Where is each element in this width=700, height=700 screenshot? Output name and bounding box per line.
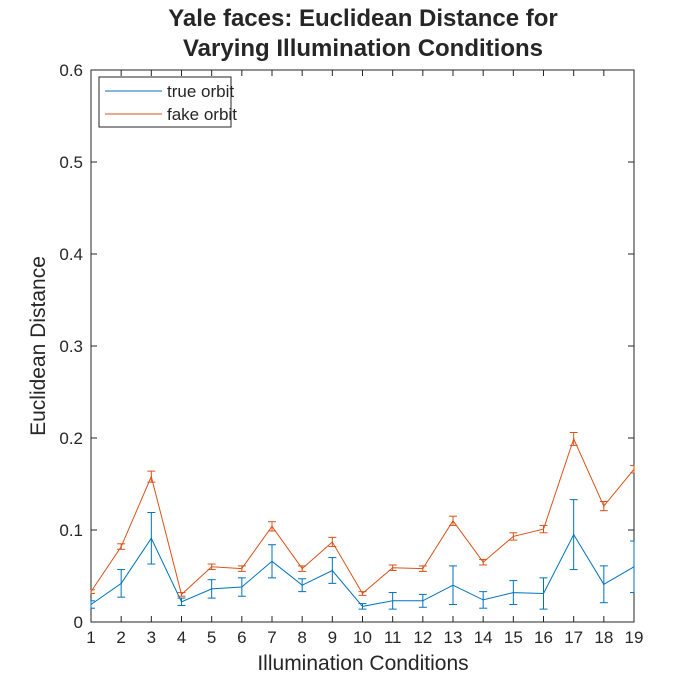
series-layer (90, 431, 635, 610)
x-tick-label: 9 (328, 628, 337, 647)
y-axis-label: Euclidean Distance (27, 256, 50, 436)
chart-title-line-1: Yale faces: Euclidean Distance for (168, 5, 558, 32)
data-point-true-orbit (452, 584, 454, 586)
data-point-fake-orbit (603, 505, 605, 507)
series-fake-orbit (90, 431, 635, 597)
data-point-fake-orbit (512, 535, 514, 538)
x-tick-label: 13 (444, 628, 463, 647)
y-tick-label: 0.1 (59, 521, 83, 540)
legend-label-true-orbit: true orbit (167, 82, 234, 101)
data-point-true-orbit (422, 600, 424, 602)
legend-box (98, 76, 232, 128)
data-point-fake-orbit (542, 528, 545, 530)
data-point-true-orbit (392, 600, 394, 602)
x-axis: 1 2 3 4 5 6 7 8 9 10 11 12 13 14 15 16 17 18 19 (86, 70, 643, 647)
data-point-fake-orbit (482, 561, 484, 563)
x-tick-label: 3 (147, 628, 156, 647)
data-point-true-orbit (542, 592, 545, 595)
series-true-orbit (90, 499, 635, 610)
x-tick-label: 18 (594, 628, 613, 647)
data-point-true-orbit (573, 534, 575, 536)
data-point-fake-orbit (331, 541, 333, 543)
x-tick-label: 15 (504, 628, 523, 647)
plot-area (90, 69, 635, 623)
data-point-true-orbit (301, 584, 303, 586)
data-point-fake-orbit (633, 468, 635, 470)
x-tick-label: 5 (207, 628, 216, 647)
x-tick-label: 12 (413, 628, 432, 647)
x-tick-label: 16 (534, 628, 553, 647)
data-point-fake-orbit (573, 438, 575, 440)
legend-label-fake-orbit: fake orbit (167, 105, 237, 124)
legend: true orbit fake orbit (98, 76, 237, 128)
x-axis-label: Illumination Conditions (257, 652, 468, 675)
y-axis: 0 0.1 0.2 0.3 0.4 0.5 0.6 (59, 61, 634, 632)
y-tick-label: 0.2 (59, 429, 83, 448)
data-point-true-orbit (150, 537, 152, 539)
data-point-true-orbit (512, 591, 514, 594)
x-tick-label: 17 (564, 628, 583, 647)
x-tick-label: 10 (353, 628, 372, 647)
data-point-true-orbit (482, 599, 484, 601)
data-point-fake-orbit (301, 568, 303, 570)
chart-title-line-2: Varying Illumination Conditions (183, 35, 543, 62)
x-tick-label: 4 (177, 628, 186, 647)
x-tick-label: 11 (384, 628, 402, 647)
data-point-true-orbit (603, 583, 605, 585)
data-point-fake-orbit (361, 592, 364, 595)
data-point-true-orbit (120, 582, 122, 584)
x-tick-label: 8 (297, 628, 306, 647)
data-point-fake-orbit (392, 567, 394, 569)
data-point-fake-orbit (180, 593, 183, 596)
data-point-true-orbit (271, 560, 273, 562)
data-point-true-orbit (90, 603, 92, 606)
data-point-true-orbit (331, 569, 333, 572)
data-point-fake-orbit (241, 568, 243, 570)
data-point-fake-orbit (211, 566, 213, 568)
data-point-fake-orbit (120, 545, 122, 548)
y-tick-label: 0.3 (59, 337, 83, 356)
data-point-true-orbit (211, 588, 213, 590)
x-tick-label: 14 (474, 628, 493, 647)
data-point-fake-orbit (422, 568, 424, 570)
y-tick-label: 0.5 (59, 153, 83, 172)
x-tick-label: 6 (237, 628, 246, 647)
y-tick-label: 0 (74, 613, 83, 632)
data-point-true-orbit (241, 586, 243, 588)
data-point-fake-orbit (271, 525, 273, 527)
data-point-true-orbit (180, 601, 183, 603)
x-tick-label: 1 (86, 628, 95, 647)
y-tick-label: 0.6 (59, 61, 83, 80)
data-point-true-orbit (361, 605, 364, 607)
x-tick-label: 7 (267, 628, 276, 647)
data-point-fake-orbit (150, 476, 152, 478)
data-point-fake-orbit (452, 520, 454, 522)
data-point-fake-orbit (90, 591, 92, 593)
y-tick-label: 0.4 (59, 245, 83, 264)
data-point-true-orbit (633, 566, 635, 568)
x-tick-label: 19 (625, 628, 644, 647)
x-tick-label: 2 (116, 628, 125, 647)
